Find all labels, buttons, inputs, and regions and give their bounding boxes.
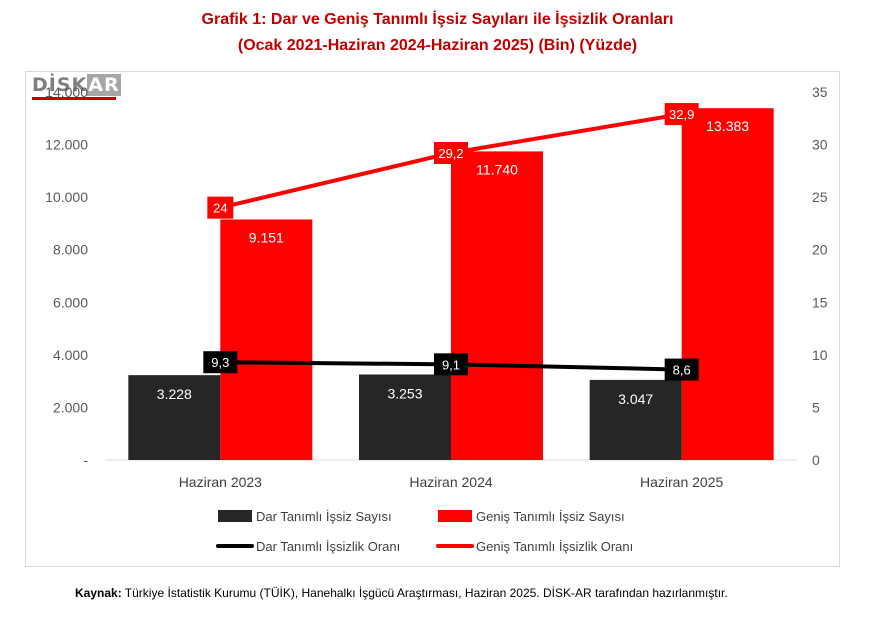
left-axis-tick-label: 10.000 — [45, 189, 88, 205]
legend-swatch — [218, 510, 252, 522]
bar-data-label: 3.253 — [387, 385, 422, 401]
bar-data-label: 13.383 — [706, 118, 749, 134]
right-axis-tick-label: 5 — [812, 399, 820, 415]
source-text: Türkiye İstatistik Kurumu (TÜİK), Haneha… — [121, 586, 728, 600]
bar-data-label: 3.228 — [157, 386, 192, 402]
bar — [451, 151, 543, 461]
line-data-label-box — [207, 196, 234, 219]
line-data-label-box — [434, 353, 468, 376]
bar — [128, 375, 221, 460]
logo-text-main: DİSK — [32, 74, 88, 96]
right-axis-tick-label: 20 — [812, 242, 828, 258]
right-axis-tick-label: 30 — [812, 137, 828, 153]
line-data-label: 9,3 — [211, 355, 229, 370]
bar — [359, 374, 451, 460]
right-axis-tick-label: 10 — [812, 347, 828, 363]
line-data-label-box — [203, 351, 238, 374]
left-axis-tick-label: 6.000 — [53, 294, 88, 310]
bar-data-label: 11.740 — [476, 161, 518, 177]
left-axis-tick-label: 8.000 — [53, 242, 88, 258]
bar-data-label: 9.151 — [249, 229, 284, 245]
right-axis-tick-label: 15 — [812, 294, 828, 310]
disk-ar-logo: DİSKAR — [28, 74, 121, 104]
legend-swatch — [438, 510, 472, 522]
category-label: Haziran 2025 — [640, 474, 723, 490]
source-note: Kaynak: Türkiye İstatistik Kurumu (TÜİK)… — [75, 586, 728, 600]
bar-data-label: 3.047 — [618, 391, 653, 407]
left-axis-tick-label: 2.000 — [53, 399, 88, 415]
left-axis-tick-label: 12.000 — [45, 137, 88, 153]
source-label: Kaynak: — [75, 586, 122, 600]
chart-subtitle: (Ocak 2021-Haziran 2024-Haziran 2025) (B… — [237, 37, 638, 54]
legend-label: Dar Tanımlı İşsizlik Oranı — [256, 539, 400, 554]
line-data-label: 8,6 — [673, 363, 691, 378]
left-axis-tick-label: 14.000 — [45, 84, 88, 100]
right-axis-tick-label: 0 — [812, 452, 820, 468]
right-axis-tick-label: 35 — [812, 84, 828, 100]
line-data-label-box — [434, 141, 468, 164]
chart-title: Grafik 1: Dar ve Geniş Tanımlı İşsiz Say… — [201, 11, 674, 28]
bar — [589, 379, 682, 460]
line-data-label: 32,9 — [669, 107, 694, 122]
left-axis-tick-label: 4.000 — [53, 347, 88, 363]
right-axis-tick-label: 25 — [812, 189, 828, 205]
line-data-label: 24 — [213, 201, 227, 216]
line-data-label: 9,1 — [442, 357, 460, 372]
logo-text-accent: AR — [87, 74, 121, 96]
line-data-label-box — [664, 358, 699, 381]
legend-label: Geniş Tanımlı İşsizlik Oranı — [476, 539, 633, 554]
bar — [220, 219, 313, 460]
category-label: Haziran 2024 — [409, 474, 492, 490]
bar — [681, 108, 774, 460]
line-data-label-box — [664, 103, 699, 126]
legend-label: Geniş Tanımlı İşsiz Sayısı — [476, 509, 625, 524]
left-axis-tick-label: - — [83, 452, 88, 468]
category-label: Haziran 2023 — [179, 474, 262, 490]
line-data-label: 29,2 — [438, 146, 463, 161]
logo-strip — [32, 97, 116, 100]
chart-frame — [25, 71, 840, 567]
legend-label: Dar Tanımlı İşsiz Sayısı — [256, 509, 392, 524]
